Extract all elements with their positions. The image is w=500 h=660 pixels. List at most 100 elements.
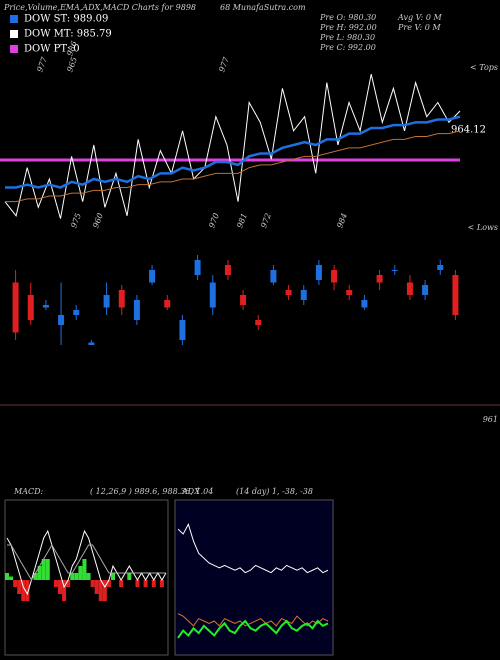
price-line [5, 115, 461, 189]
macd-bar [106, 580, 111, 587]
low-mark: 960 [91, 212, 105, 229]
macd-bar [9, 576, 14, 580]
macd-bar [94, 580, 99, 594]
macd-bar [21, 580, 26, 601]
lows-label: < Lows [468, 223, 498, 232]
low-mark: 984 [335, 212, 349, 229]
macd-bar [66, 580, 71, 587]
candle-body [194, 260, 201, 275]
macd-bar [53, 580, 58, 587]
macd-bar [127, 573, 132, 580]
macd-bar [25, 580, 30, 601]
info-text: Pre L: 980.30 [319, 33, 375, 42]
legend-label: DOW PT: 0 [24, 44, 80, 55]
candle-body [224, 265, 231, 275]
macd-bar [86, 573, 91, 580]
candle-body [285, 290, 292, 295]
macd-bar [74, 573, 79, 580]
info-text: Pre O: 980.30 [319, 13, 376, 22]
low-mark: 972 [259, 212, 273, 229]
macd-bar [70, 573, 75, 580]
candle-body [42, 305, 49, 308]
candle-body [361, 300, 368, 308]
candle-body [315, 265, 322, 280]
candle-body [376, 275, 383, 283]
candle-body [391, 270, 398, 271]
candle-body [118, 290, 125, 308]
bottom-label: 961 [483, 415, 498, 424]
price-line [4, 74, 461, 219]
adx-values: (14 day) 1, -38, -38 [236, 487, 313, 496]
low-mark: 975 [69, 212, 83, 229]
candle-body [103, 295, 110, 308]
candle-body [240, 295, 247, 305]
macd-bar [78, 566, 83, 580]
macd-bar [102, 580, 107, 601]
macd-bar [119, 580, 124, 587]
macd-bar [98, 580, 103, 601]
macd-bar [45, 559, 50, 580]
candle-body [209, 282, 216, 308]
macd-line [7, 544, 166, 581]
info-text: Pre V: 0 M [397, 23, 441, 32]
site: 68 MunafaSutra.com [220, 3, 306, 12]
candle-body [300, 290, 307, 300]
info-text: Pre C: 992.00 [319, 43, 376, 52]
price-line [5, 130, 461, 203]
tops-label: < Tops [470, 63, 498, 72]
macd-bar [82, 559, 87, 580]
top-mark: 977 [217, 55, 231, 73]
candle-body [179, 320, 186, 340]
adx-line [177, 619, 329, 639]
macd-bar [151, 580, 156, 587]
macd-values: ( 12,26,9 ) 989.6, 988.36, 1.04 [90, 487, 213, 496]
low-mark: 970 [207, 212, 221, 229]
macd-bar [41, 559, 46, 580]
adx-label: ADX [181, 487, 200, 496]
info-text: Pre H: 992.00 [319, 23, 377, 32]
adx-line [177, 613, 329, 627]
macd-bar [143, 580, 148, 587]
last-price: 964.12 [451, 125, 486, 136]
macd-bar [37, 566, 42, 580]
macd-bar [62, 580, 67, 601]
macd-bar [159, 580, 164, 587]
macd-bar [135, 580, 140, 587]
low-mark: 981 [235, 212, 249, 229]
candle-body [422, 285, 429, 295]
candle-body [58, 315, 65, 325]
legend-swatch [10, 30, 18, 38]
candle-body [406, 282, 413, 295]
legend-swatch [10, 15, 18, 23]
macd-line [6, 529, 167, 596]
macd-bar [17, 580, 22, 594]
candle-body [346, 290, 353, 295]
legend-label: DOW MT: 985.79 [24, 29, 112, 40]
top-mark: 977 [35, 55, 49, 73]
macd-bar [58, 580, 62, 594]
candle-body [452, 275, 459, 315]
adx-line [177, 523, 329, 574]
top-mark: 965 [65, 56, 79, 73]
candle-body [270, 270, 277, 283]
legend-swatch [10, 45, 18, 53]
macd-bar [13, 580, 18, 587]
candle-body [331, 270, 338, 283]
candle-body [149, 270, 156, 283]
macd-bar [90, 580, 95, 587]
candle-body [255, 320, 262, 325]
candle-body [164, 300, 171, 308]
macd-bar [33, 573, 38, 580]
candle-body [12, 282, 19, 333]
candle-body [133, 300, 140, 320]
candle-body [88, 342, 95, 345]
macd-bar [5, 573, 9, 580]
title: Price,Volume,EMA,ADX,MACD Charts for 989… [3, 3, 196, 12]
info-text: Avg V: 0 M [397, 13, 442, 22]
legend-label: DOW ST: 989.09 [24, 14, 108, 25]
candle-body [437, 265, 444, 270]
macd-label: MACD: [13, 487, 44, 496]
macd-bar [111, 573, 115, 580]
candle-body [73, 310, 80, 315]
